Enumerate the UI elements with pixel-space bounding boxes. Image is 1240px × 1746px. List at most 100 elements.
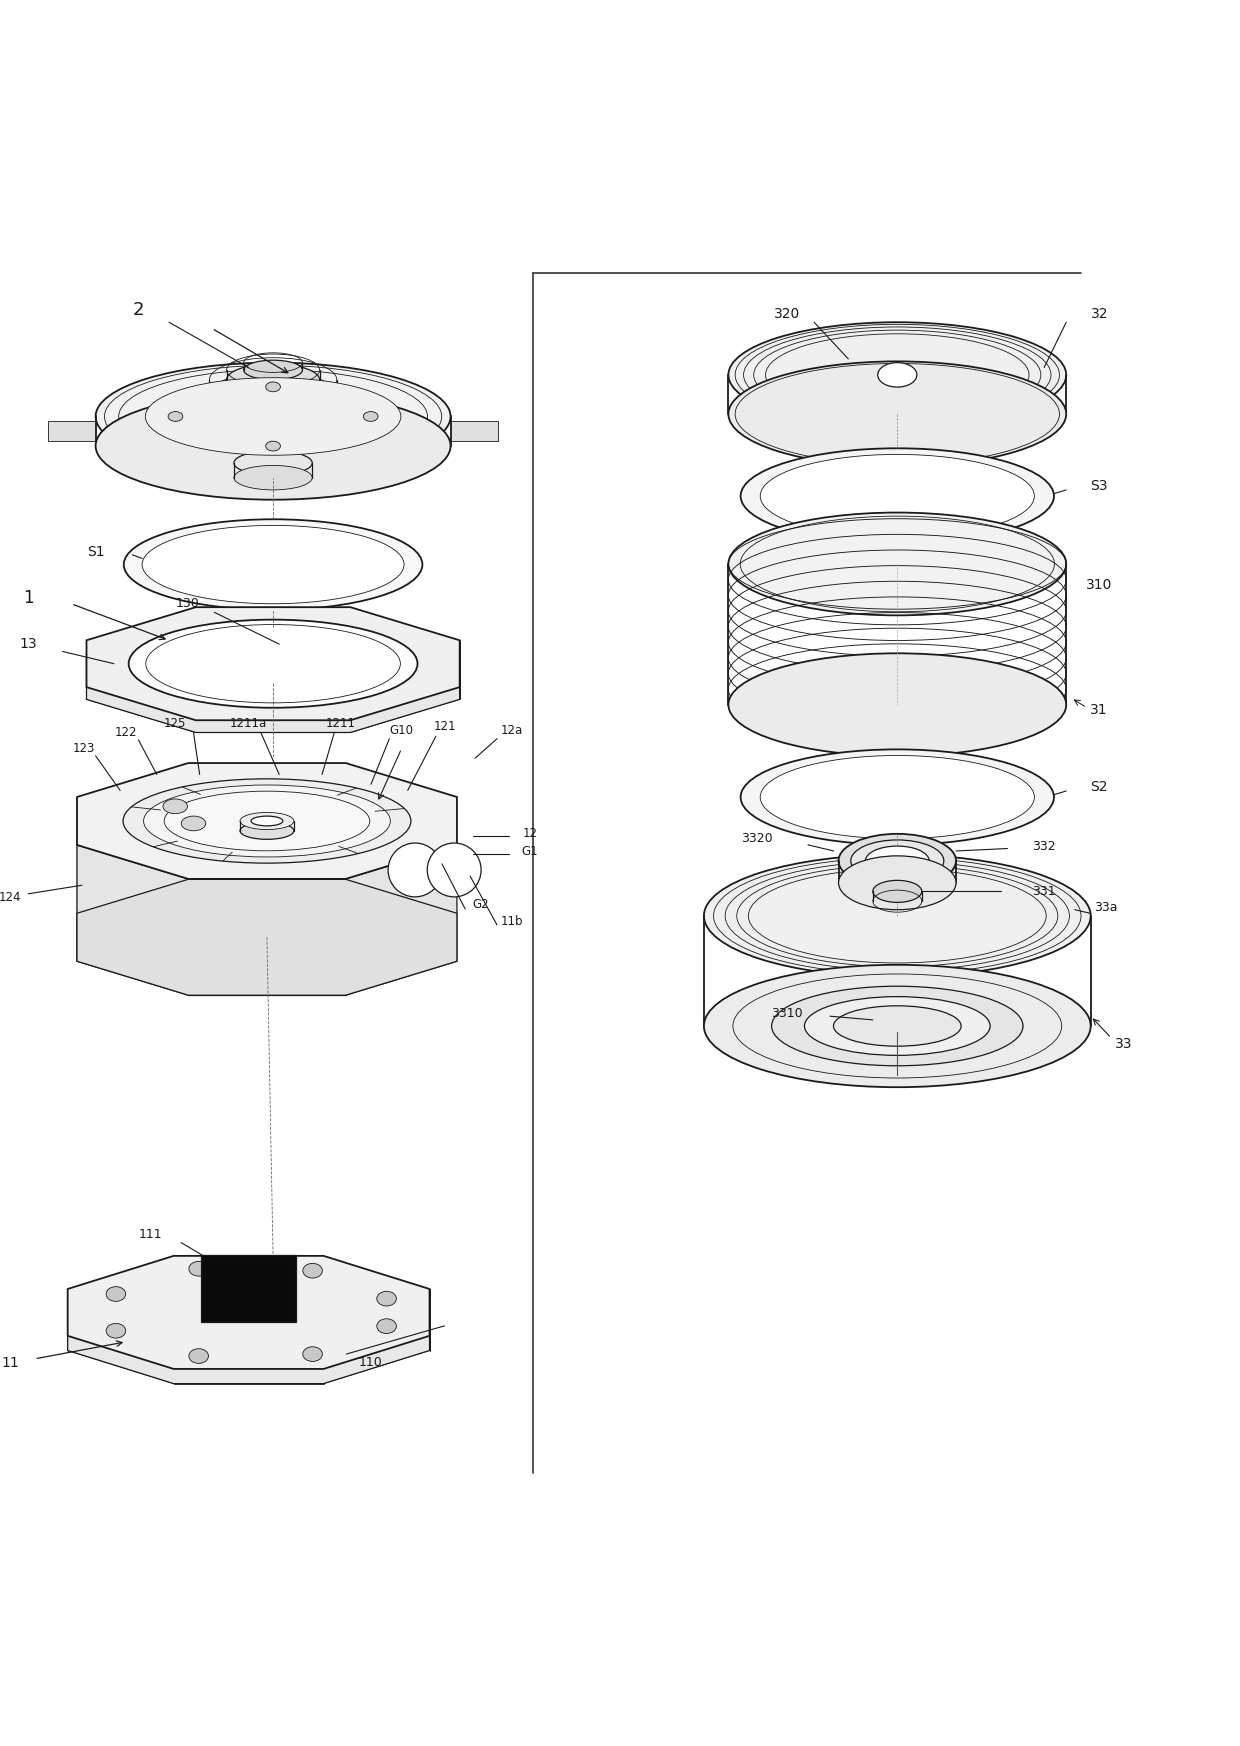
Text: 122: 122	[115, 726, 138, 739]
Polygon shape	[324, 1336, 429, 1383]
Polygon shape	[68, 1336, 174, 1383]
Ellipse shape	[210, 372, 337, 417]
Ellipse shape	[250, 815, 283, 826]
Ellipse shape	[95, 363, 450, 470]
Polygon shape	[48, 421, 95, 442]
Text: S3: S3	[1090, 478, 1109, 492]
Ellipse shape	[303, 1264, 322, 1278]
Ellipse shape	[838, 856, 956, 910]
Polygon shape	[188, 878, 346, 995]
Ellipse shape	[771, 986, 1023, 1065]
Ellipse shape	[728, 513, 1066, 615]
Ellipse shape	[728, 361, 1066, 466]
Bar	[201, 1255, 296, 1322]
Ellipse shape	[363, 412, 378, 421]
Text: 331: 331	[1033, 885, 1056, 897]
Ellipse shape	[760, 454, 1034, 538]
Ellipse shape	[143, 526, 404, 604]
Polygon shape	[196, 721, 351, 733]
Ellipse shape	[146, 625, 401, 704]
Ellipse shape	[123, 779, 410, 863]
Text: 111: 111	[139, 1227, 162, 1241]
Ellipse shape	[107, 1287, 125, 1301]
Ellipse shape	[145, 377, 401, 456]
Text: 320: 320	[774, 307, 800, 321]
Polygon shape	[77, 880, 456, 995]
Polygon shape	[174, 1369, 324, 1383]
Polygon shape	[87, 620, 460, 733]
Polygon shape	[68, 1255, 429, 1369]
Ellipse shape	[234, 466, 312, 491]
Ellipse shape	[878, 363, 916, 388]
Polygon shape	[77, 845, 188, 995]
Text: G10: G10	[389, 723, 414, 737]
Text: 32: 32	[1090, 307, 1109, 321]
Ellipse shape	[164, 791, 370, 850]
Text: 310: 310	[1086, 578, 1112, 592]
Ellipse shape	[241, 812, 294, 829]
Ellipse shape	[838, 835, 956, 887]
Ellipse shape	[760, 756, 1034, 838]
Ellipse shape	[188, 1261, 208, 1276]
Ellipse shape	[377, 1318, 397, 1334]
Ellipse shape	[265, 442, 280, 450]
Ellipse shape	[244, 360, 303, 379]
Ellipse shape	[241, 822, 294, 840]
Ellipse shape	[181, 815, 206, 831]
Polygon shape	[77, 763, 456, 878]
Polygon shape	[87, 688, 196, 733]
Text: 12a: 12a	[501, 723, 523, 737]
Text: G1: G1	[522, 845, 538, 857]
Ellipse shape	[227, 363, 320, 396]
Text: S1: S1	[87, 545, 104, 559]
Polygon shape	[351, 688, 460, 733]
Text: 125: 125	[164, 718, 186, 730]
Ellipse shape	[728, 323, 1066, 428]
Ellipse shape	[740, 449, 1054, 543]
Text: 1: 1	[24, 588, 33, 606]
Ellipse shape	[866, 847, 929, 875]
Text: 31: 31	[1090, 704, 1109, 718]
Polygon shape	[451, 421, 498, 442]
Ellipse shape	[162, 800, 187, 814]
Text: 11b: 11b	[501, 915, 523, 927]
Ellipse shape	[851, 840, 944, 882]
Ellipse shape	[428, 843, 481, 897]
Text: 130: 130	[176, 597, 200, 611]
Text: 12: 12	[522, 826, 538, 840]
Ellipse shape	[188, 1348, 208, 1364]
Text: 11: 11	[1, 1355, 19, 1369]
Ellipse shape	[265, 382, 280, 391]
Ellipse shape	[704, 966, 1091, 1088]
Text: 110: 110	[360, 1357, 383, 1369]
Text: 33: 33	[1115, 1037, 1132, 1051]
Text: 332: 332	[1033, 840, 1056, 852]
Text: 124: 124	[0, 890, 21, 904]
Ellipse shape	[95, 393, 450, 499]
Ellipse shape	[303, 1346, 322, 1362]
Text: 1211: 1211	[325, 718, 356, 730]
Text: 3320: 3320	[740, 833, 773, 845]
Ellipse shape	[169, 412, 182, 421]
Text: 2: 2	[133, 300, 144, 320]
Text: G2: G2	[472, 897, 490, 911]
Polygon shape	[346, 845, 456, 995]
Ellipse shape	[740, 749, 1054, 845]
Ellipse shape	[704, 854, 1091, 978]
Ellipse shape	[377, 1292, 397, 1306]
Ellipse shape	[107, 1323, 125, 1337]
Ellipse shape	[124, 519, 423, 609]
Ellipse shape	[833, 1006, 961, 1046]
Text: 1211a: 1211a	[229, 718, 268, 730]
Ellipse shape	[129, 620, 418, 707]
Text: 121: 121	[433, 719, 455, 733]
Text: S2: S2	[1090, 780, 1109, 794]
Text: 3310: 3310	[771, 1007, 804, 1020]
Polygon shape	[68, 1271, 429, 1383]
Ellipse shape	[144, 786, 391, 857]
Ellipse shape	[388, 843, 441, 897]
Ellipse shape	[873, 880, 921, 903]
Ellipse shape	[805, 997, 990, 1055]
Ellipse shape	[234, 450, 312, 475]
Text: 123: 123	[72, 742, 94, 754]
